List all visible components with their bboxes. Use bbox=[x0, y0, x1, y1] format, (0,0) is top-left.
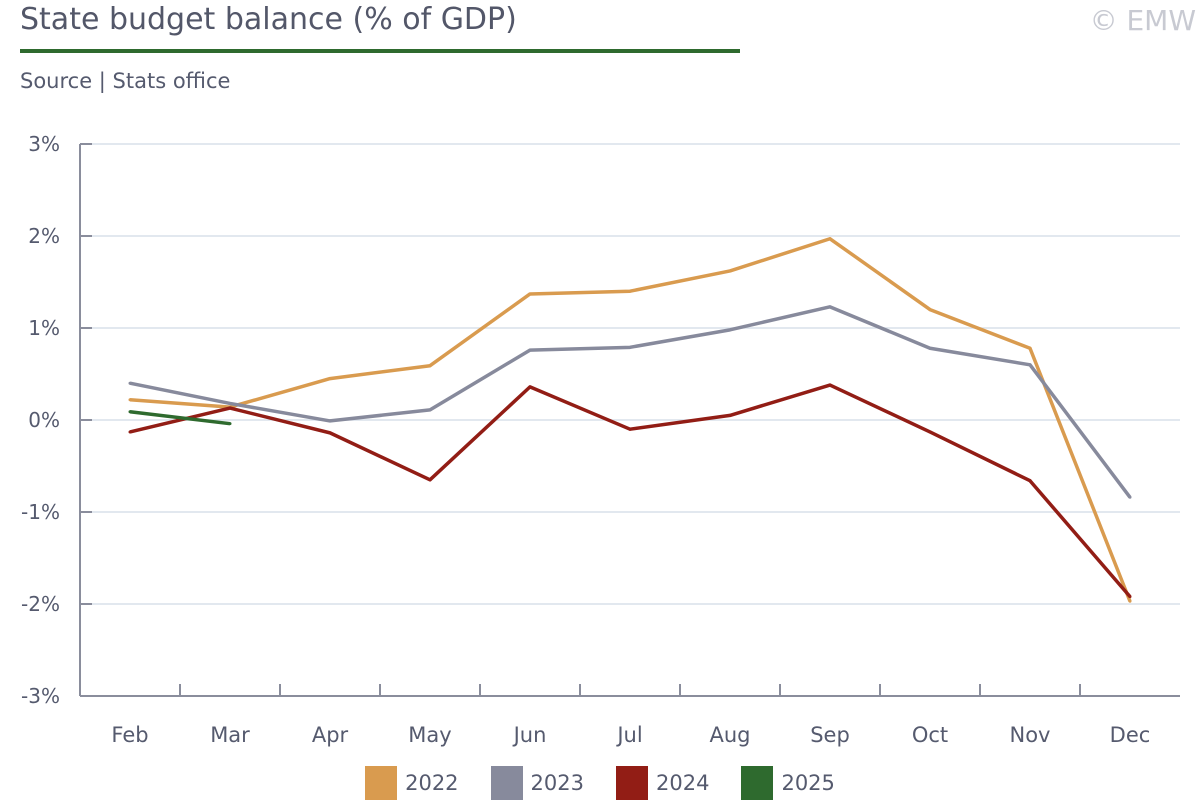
x-tick-label: Aug bbox=[709, 723, 750, 747]
data-point-2022 bbox=[128, 398, 132, 402]
x-tick-label: Sep bbox=[810, 723, 850, 747]
data-point-2022 bbox=[628, 289, 632, 293]
data-point-2023 bbox=[128, 381, 132, 385]
chart-source: Source | Stats office bbox=[20, 69, 231, 93]
data-point-2023 bbox=[1028, 363, 1032, 367]
legend-label: 2022 bbox=[405, 771, 459, 795]
title-underline bbox=[20, 49, 740, 53]
data-point-2023 bbox=[728, 328, 732, 332]
x-tick-label: Dec bbox=[1110, 723, 1151, 747]
data-point-2023 bbox=[528, 348, 532, 352]
data-point-2023 bbox=[228, 401, 232, 405]
data-point-2022 bbox=[328, 377, 332, 381]
x-tick-label: Jul bbox=[615, 723, 642, 747]
x-tick-label: Nov bbox=[1010, 723, 1051, 747]
legend-item-2022: 2022 bbox=[365, 766, 459, 800]
data-point-2022 bbox=[528, 292, 532, 296]
data-point-2025 bbox=[228, 422, 232, 426]
data-point-2024 bbox=[928, 430, 932, 434]
data-point-2022 bbox=[928, 308, 932, 312]
data-point-2024 bbox=[228, 406, 232, 410]
data-point-2024 bbox=[328, 431, 332, 435]
legend-swatch bbox=[365, 766, 398, 800]
legend-label: 2025 bbox=[781, 771, 835, 795]
legend-item-2025: 2025 bbox=[741, 766, 835, 800]
x-tick-label: Mar bbox=[210, 723, 250, 747]
legend-swatch bbox=[741, 766, 774, 800]
data-point-2024 bbox=[428, 478, 432, 482]
x-tick-label: Jun bbox=[512, 723, 547, 747]
series-line-2025 bbox=[129, 409, 231, 426]
chart-title: State budget balance (% of GDP) bbox=[20, 2, 517, 37]
data-point-2024 bbox=[628, 427, 632, 431]
data-point-2024 bbox=[1028, 479, 1032, 483]
y-tick-label: 2% bbox=[28, 224, 60, 248]
data-point-2023 bbox=[428, 408, 432, 412]
legend-label: 2023 bbox=[530, 771, 584, 795]
legend-swatch bbox=[490, 766, 523, 800]
y-tick-label: -3% bbox=[21, 684, 60, 708]
y-tick-label: 1% bbox=[28, 316, 60, 340]
x-tick-label: Oct bbox=[912, 723, 948, 747]
y-tick-label: -2% bbox=[21, 592, 60, 616]
legend-item-2023: 2023 bbox=[490, 766, 584, 800]
data-point-2024 bbox=[828, 383, 832, 387]
legend-item-2024: 2024 bbox=[616, 766, 709, 800]
y-tick-label: -1% bbox=[21, 500, 60, 524]
data-point-2022 bbox=[1128, 599, 1132, 603]
data-point-2025 bbox=[128, 410, 132, 414]
copyright-label: © EMW bbox=[1089, 4, 1196, 37]
y-tick-label: 0% bbox=[28, 408, 60, 432]
series-line-2023 bbox=[129, 305, 1132, 499]
data-point-2022 bbox=[828, 237, 832, 241]
data-point-2024 bbox=[1128, 595, 1132, 599]
x-tick-label: May bbox=[408, 723, 451, 747]
data-point-2023 bbox=[328, 419, 332, 423]
data-point-2022 bbox=[428, 364, 432, 368]
data-point-2022 bbox=[1028, 346, 1032, 350]
data-point-2022 bbox=[728, 269, 732, 273]
x-tick-label: Apr bbox=[312, 723, 349, 747]
data-point-2023 bbox=[628, 345, 632, 349]
legend-swatch bbox=[616, 766, 648, 800]
data-point-2024 bbox=[528, 385, 532, 389]
legend-label: 2024 bbox=[656, 771, 710, 795]
data-point-2024 bbox=[128, 430, 132, 434]
series-line-2024 bbox=[129, 383, 1132, 598]
y-tick-label: 3% bbox=[28, 132, 60, 156]
x-tick-label: Feb bbox=[111, 723, 148, 747]
data-point-2023 bbox=[1128, 495, 1132, 499]
data-point-2023 bbox=[928, 346, 932, 350]
data-point-2024 bbox=[728, 413, 732, 417]
chart-legend: 2022 2023 2024 2025 bbox=[0, 766, 1200, 800]
data-point-2023 bbox=[828, 305, 832, 309]
